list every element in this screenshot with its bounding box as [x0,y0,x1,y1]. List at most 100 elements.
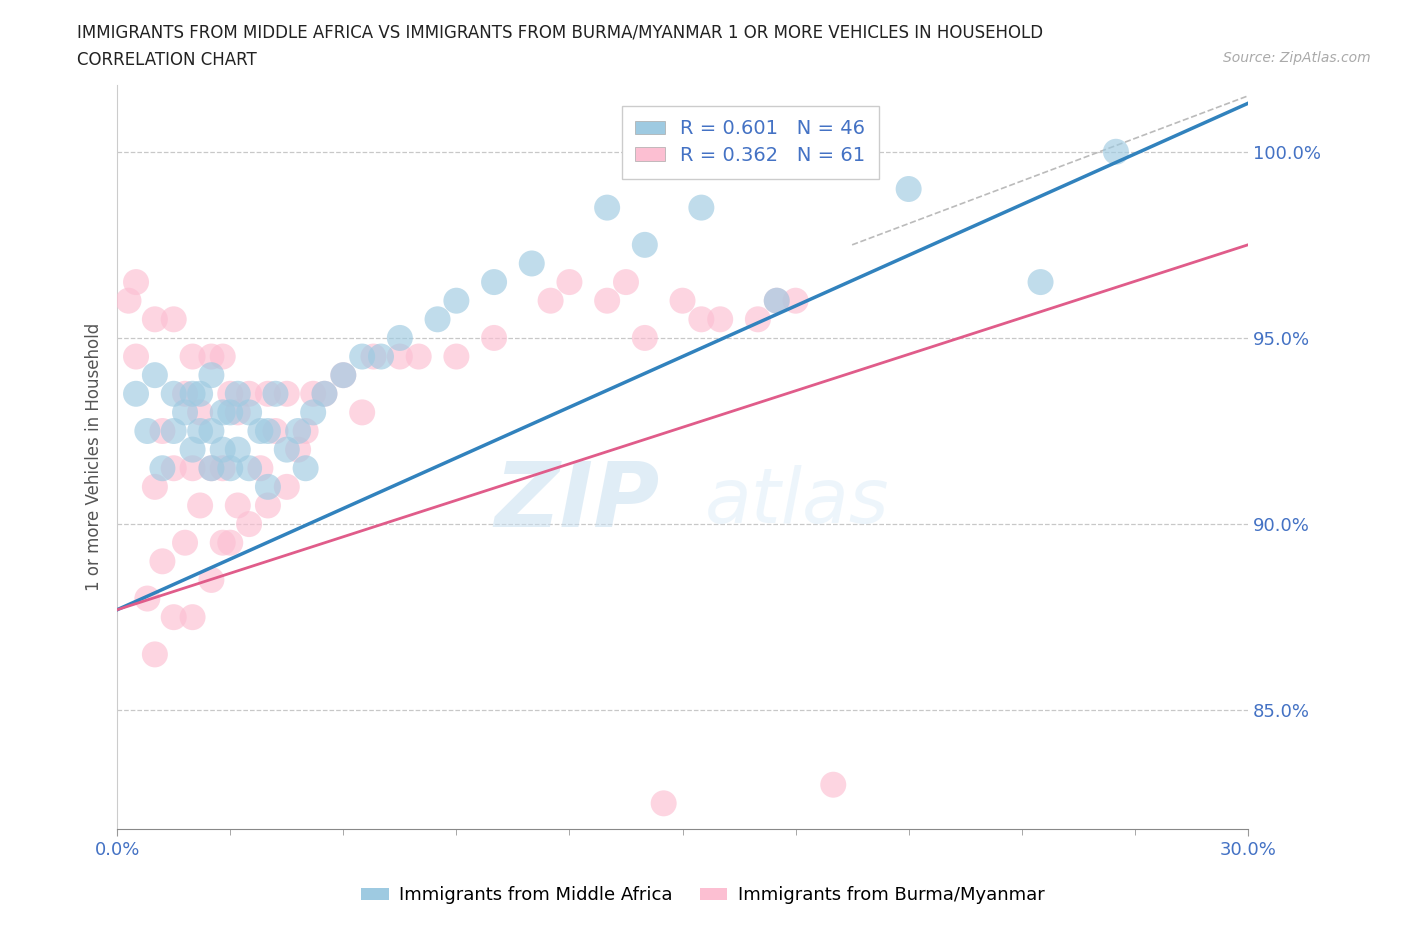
Point [482,274,505,289]
Point [219,460,242,475]
Point [747,312,769,326]
Point [276,480,298,495]
Point [294,423,316,438]
Point [249,460,271,475]
Point [181,349,204,364]
Point [238,386,260,401]
Text: IMMIGRANTS FROM MIDDLE AFRICA VS IMMIGRANTS FROM BURMA/MYANMAR 1 OR MORE VEHICLE: IMMIGRANTS FROM MIDDLE AFRICA VS IMMIGRA… [77,23,1043,41]
Point [200,573,222,588]
Point [181,386,204,401]
Text: ZIP: ZIP [495,458,659,546]
Point [226,442,249,457]
Point [596,293,619,308]
Text: Source: ZipAtlas.com: Source: ZipAtlas.com [1223,51,1371,65]
Point [276,442,298,457]
Point [558,274,581,289]
Point [690,200,713,215]
Point [388,330,411,345]
Point [163,312,186,326]
Point [211,442,233,457]
Point [238,517,260,532]
Point [690,312,713,326]
Point [174,536,197,551]
Point [302,405,325,419]
Point [163,423,186,438]
Point [426,312,449,326]
Point [482,330,505,345]
Point [174,405,197,419]
Point [446,293,468,308]
Point [226,386,249,401]
Point [174,386,197,401]
Point [276,386,298,401]
Point [596,200,619,215]
Point [446,349,468,364]
Point [897,181,920,196]
Legend: R = 0.601   N = 46, R = 0.362   N = 61: R = 0.601 N = 46, R = 0.362 N = 61 [621,106,879,179]
Point [163,386,186,401]
Point [200,423,222,438]
Point [152,423,174,438]
Point [188,498,211,513]
Point [188,423,211,438]
Point [136,423,159,438]
Point [163,460,186,475]
Point [125,386,148,401]
Point [219,386,242,401]
Point [765,293,787,308]
Point [352,349,374,364]
Point [152,554,174,569]
Point [634,330,657,345]
Point [363,349,385,364]
Point [520,256,543,271]
Point [1105,144,1128,159]
Point [211,405,233,419]
Point [143,312,166,326]
Point [332,367,354,382]
Point [671,293,693,308]
Point [200,367,222,382]
Point [211,460,233,475]
Y-axis label: 1 or more Vehicles in Household: 1 or more Vehicles in Household [86,323,103,591]
Point [287,442,309,457]
Point [181,460,204,475]
Point [264,386,287,401]
Point [652,796,675,811]
Point [709,312,731,326]
Point [143,647,166,662]
Point [294,460,316,475]
Point [249,423,271,438]
Point [314,386,336,401]
Point [211,349,233,364]
Point [257,480,280,495]
Point [211,536,233,551]
Point [117,293,139,308]
Point [314,386,336,401]
Point [332,367,354,382]
Point [163,610,186,625]
Point [238,405,260,419]
Point [143,480,166,495]
Point [388,349,411,364]
Point [634,237,657,252]
Point [257,386,280,401]
Point [785,293,807,308]
Point [257,423,280,438]
Point [614,274,637,289]
Point [765,293,787,308]
Point [143,367,166,382]
Point [264,423,287,438]
Point [226,405,249,419]
Point [1029,274,1052,289]
Point [302,386,325,401]
Point [136,591,159,606]
Point [287,423,309,438]
Point [188,386,211,401]
Point [181,610,204,625]
Point [370,349,392,364]
Point [823,777,845,792]
Point [238,460,260,475]
Point [219,536,242,551]
Point [219,405,242,419]
Point [352,405,374,419]
